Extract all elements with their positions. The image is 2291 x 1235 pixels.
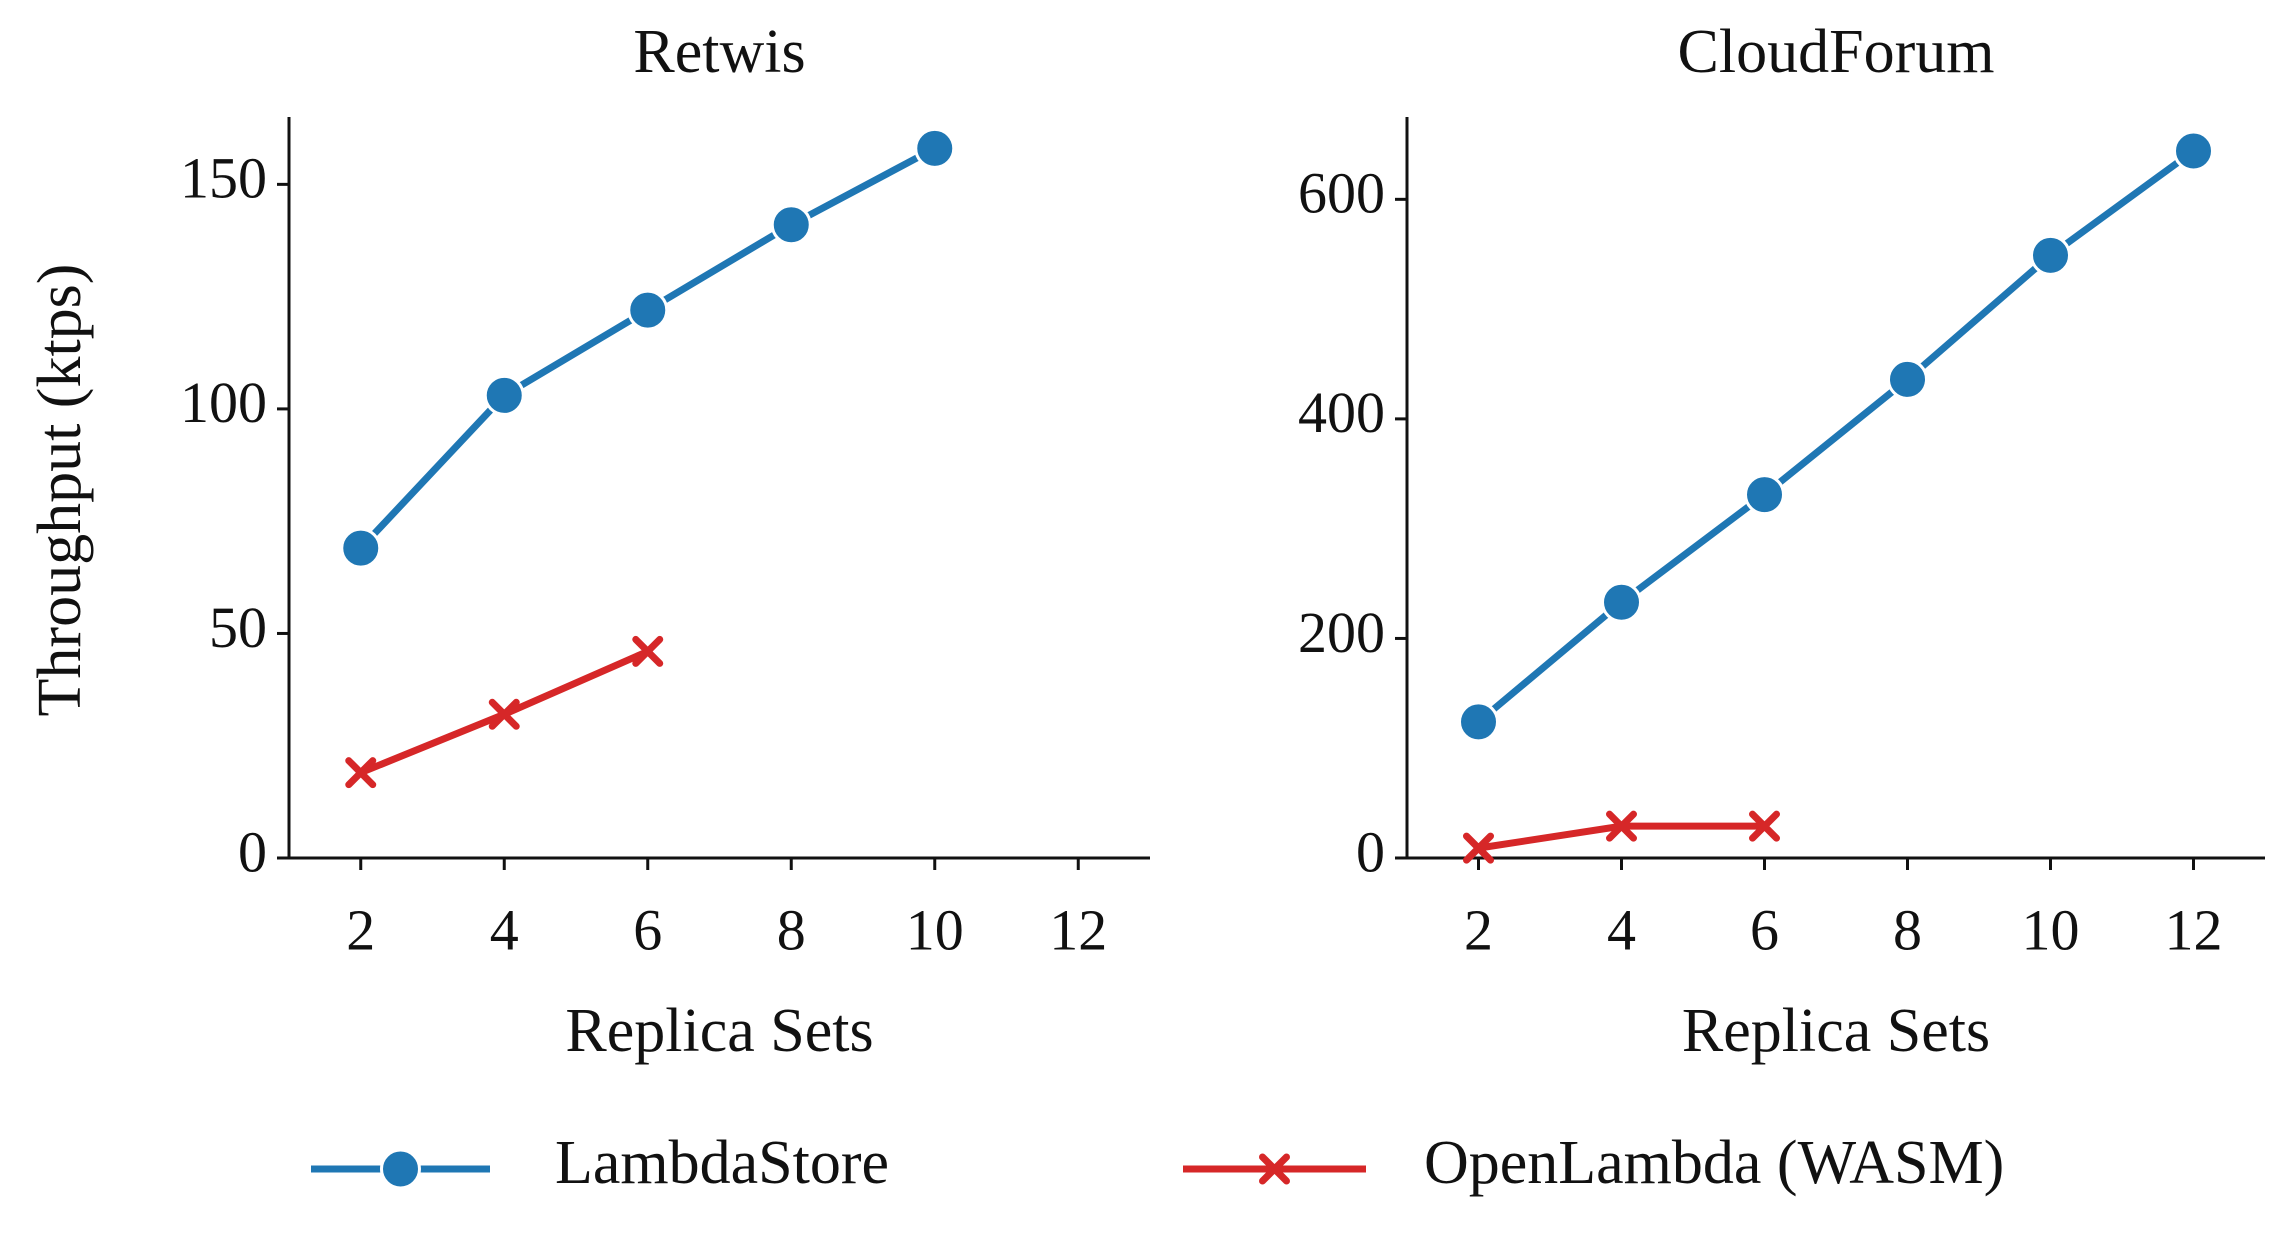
data-point	[345, 757, 377, 789]
x-tick-label: 6	[633, 897, 662, 962]
series-line	[358, 145, 937, 551]
x-tick-label: 8	[1893, 897, 1922, 962]
x-tick-label: 2	[346, 897, 375, 962]
data-point	[2030, 234, 2071, 276]
x-tick-label: 2	[1464, 897, 1493, 962]
x-tick-label: 12	[1049, 897, 1107, 962]
chart-title: CloudForum	[1678, 18, 1995, 86]
data-point	[770, 204, 812, 246]
data-point	[632, 635, 664, 667]
y-tick-label: 600	[1298, 161, 1385, 226]
series-line	[1476, 148, 2196, 725]
legend-label: LambdaStore	[555, 1129, 889, 1197]
data-point	[340, 527, 382, 569]
data-point	[1463, 832, 1494, 864]
y-tick-label: 150	[180, 146, 267, 211]
y-tick-label: 400	[1298, 380, 1385, 445]
data-point	[1887, 358, 1928, 400]
x-tick-label: 10	[906, 897, 964, 962]
y-tick-label: 200	[1298, 600, 1385, 665]
x-tick-label: 6	[1750, 897, 1779, 962]
data-point	[2173, 130, 2214, 172]
data-point	[1458, 701, 1499, 743]
y-tick-label: 50	[209, 595, 267, 660]
x-tick-label: 8	[777, 897, 806, 962]
data-point	[627, 289, 669, 331]
data-point	[1601, 581, 1642, 623]
data-point	[483, 374, 525, 416]
x-axis-label: Replica Sets	[565, 997, 873, 1065]
legend-label: OpenLambda (WASM)	[1424, 1129, 2004, 1197]
chart-title: Retwis	[633, 18, 805, 86]
legend-marker	[1259, 1153, 1290, 1185]
data-point	[1749, 810, 1780, 842]
x-tick-label: 10	[2022, 897, 2080, 962]
y-tick-label: 0	[1356, 819, 1385, 884]
y-tick-label: 100	[180, 370, 267, 435]
x-tick-label: 4	[1607, 897, 1636, 962]
data-point	[1606, 810, 1637, 842]
y-tick-label: 0	[238, 819, 267, 884]
x-axis-label: Replica Sets	[1682, 997, 1990, 1065]
y-axis-label: Throughput (ktps)	[26, 264, 94, 717]
x-tick-label: 4	[490, 897, 519, 962]
x-tick-label: 12	[2165, 897, 2223, 962]
data-point	[488, 698, 520, 730]
data-point	[1744, 474, 1785, 516]
legend-marker	[380, 1148, 421, 1190]
data-point	[914, 127, 956, 169]
